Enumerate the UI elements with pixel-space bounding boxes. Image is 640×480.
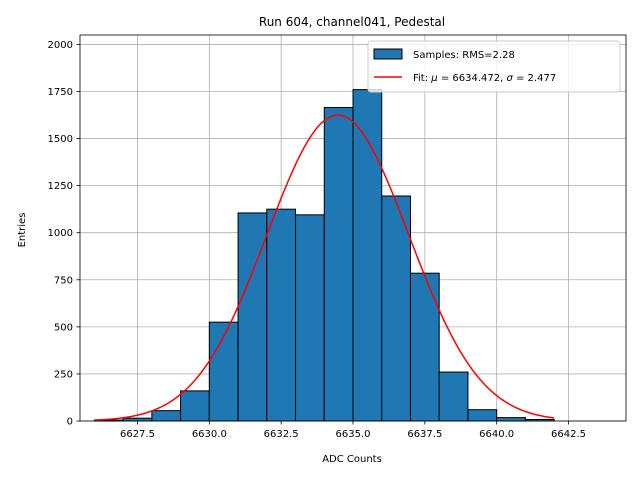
x-tick-label: 6635.0 — [336, 429, 371, 440]
histogram-bar — [409, 272, 440, 422]
legend-fit-sigma-value: = 2.477 — [513, 73, 556, 84]
legend-box — [367, 40, 621, 93]
x-tick-label: 6630.0 — [192, 429, 227, 440]
y-tick-label: 1750 — [48, 87, 73, 98]
y-tick-label: 250 — [54, 369, 73, 380]
fit-curve — [94, 114, 555, 421]
y-tick-label: 0 — [67, 417, 73, 428]
legend-fit-sigma-symbol: σ — [506, 73, 513, 84]
legend-fit-mu-symbol: μ — [430, 73, 437, 84]
y-axis-label: Entries — [17, 213, 28, 248]
chart-title: Run 604, channel041, Pedestal — [259, 15, 445, 29]
histogram-bar — [352, 89, 383, 422]
legend: Samples: RMS=2.28 Fit: μ = 6634.472, σ =… — [367, 40, 621, 93]
x-tick-label: 6640.0 — [479, 429, 514, 440]
y-axis-ticks: 0 250 500 750 1000 1250 1500 1750 2000 — [48, 40, 80, 428]
x-axis-label: ADC Counts — [322, 454, 382, 465]
y-tick-label: 500 — [54, 322, 73, 333]
y-tick-label: 1000 — [48, 228, 73, 239]
y-tick-label: 1500 — [48, 134, 73, 145]
x-tick-label: 6642.5 — [551, 429, 586, 440]
legend-samples-swatch — [373, 48, 403, 60]
histogram-bar — [151, 410, 182, 422]
histogram-bar — [381, 195, 411, 422]
x-tick-label: 6632.5 — [264, 429, 299, 440]
x-axis-ticks: 6627.5 6630.0 6632.5 6635.0 6637.5 6640.0 6642… — [120, 421, 586, 440]
histogram-bar — [496, 417, 526, 422]
histogram-bar — [237, 212, 268, 422]
legend-fit-prefix: Fit: — [413, 73, 431, 84]
histogram-bar — [323, 106, 354, 422]
legend-fit-mu-value: = 6634.472, — [438, 73, 507, 84]
y-tick-label: 2000 — [48, 40, 73, 51]
histogram-bar — [266, 208, 297, 422]
legend-samples-label: Samples: RMS=2.28 — [413, 50, 515, 61]
x-tick-label: 6627.5 — [120, 429, 155, 440]
legend-fit-label: Fit: μ = 6634.472, σ = 2.477 — [413, 73, 556, 84]
histogram-bar — [438, 371, 469, 422]
histogram-bar — [467, 409, 498, 422]
fit-curve-group — [94, 114, 555, 421]
y-tick-label: 750 — [54, 275, 73, 286]
histogram-bar — [180, 390, 210, 422]
histogram-bar — [122, 417, 153, 422]
y-tick-label: 1250 — [48, 181, 73, 192]
x-tick-label: 6637.5 — [407, 429, 442, 440]
histogram-bar — [295, 214, 325, 422]
